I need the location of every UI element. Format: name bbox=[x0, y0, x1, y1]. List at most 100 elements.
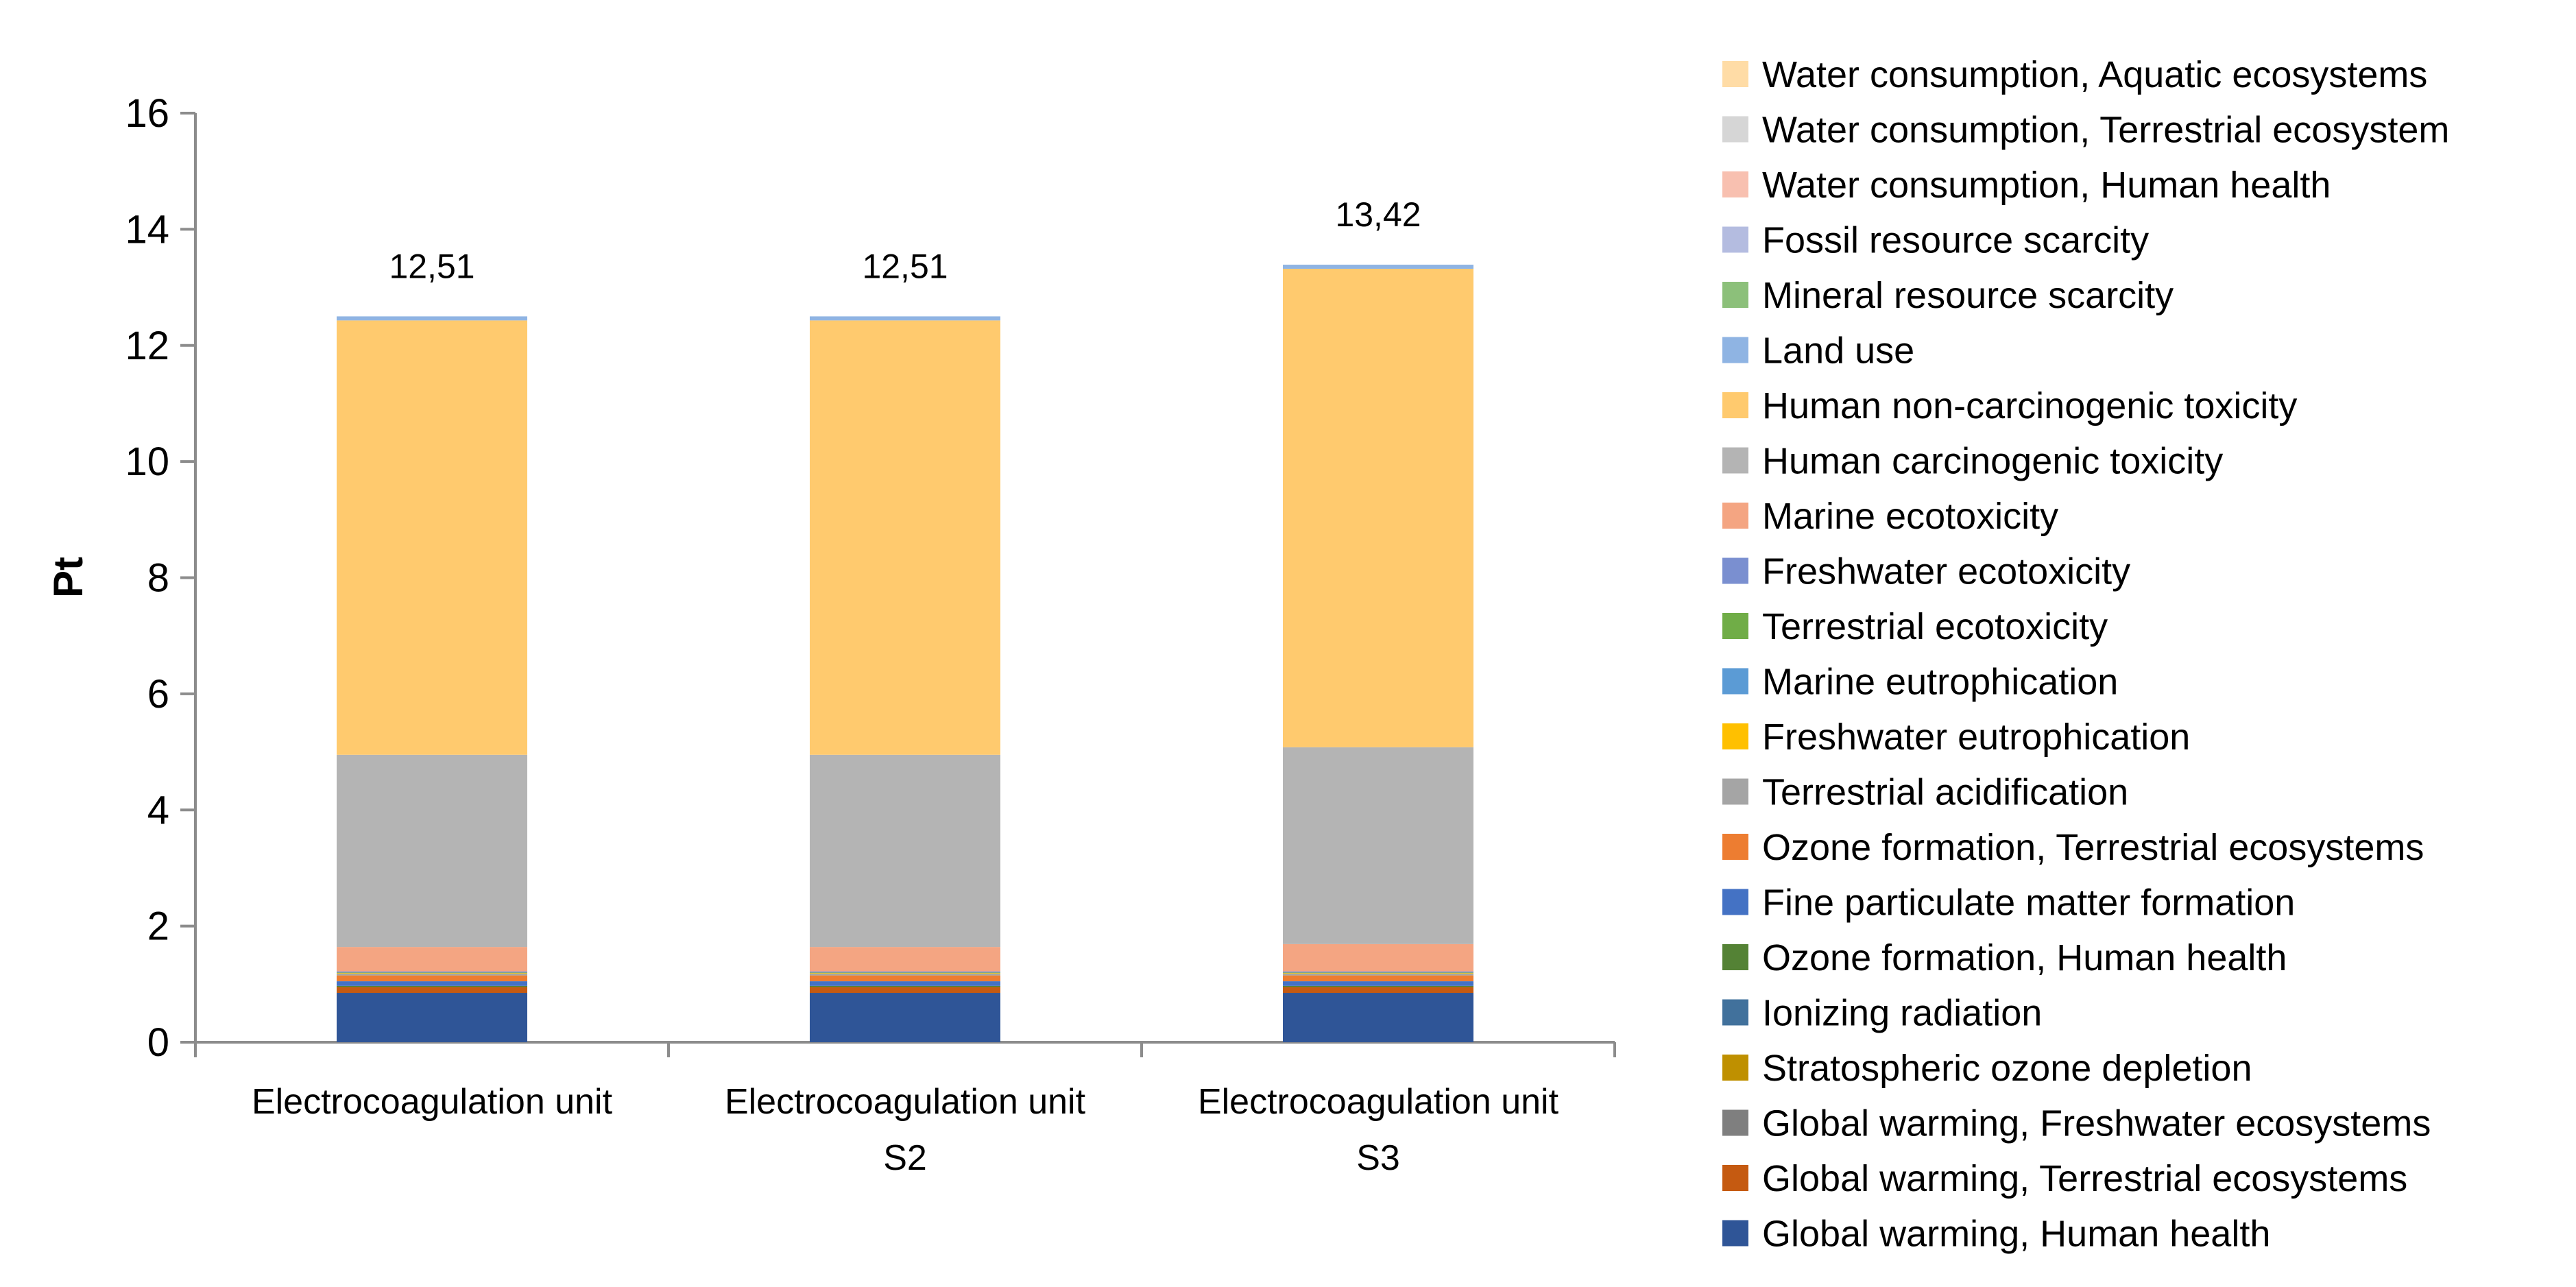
y-tick-label: 8 bbox=[147, 556, 169, 601]
legend-item: Mineral resource scarcity bbox=[1722, 275, 2174, 316]
legend-swatch bbox=[1722, 1165, 1748, 1191]
y-tick-label: 0 bbox=[147, 1020, 169, 1065]
bar-segment bbox=[337, 974, 527, 976]
legend-swatch bbox=[1722, 668, 1748, 695]
legend-swatch bbox=[1722, 61, 1748, 87]
legend-swatch bbox=[1722, 447, 1748, 474]
legend-item: Fossil resource scarcity bbox=[1722, 220, 2149, 261]
legend-swatch bbox=[1722, 1055, 1748, 1081]
y-tick-label: 2 bbox=[147, 904, 169, 949]
bar-segment bbox=[810, 971, 1000, 973]
legend-label: Fine particulate matter formation bbox=[1762, 882, 2295, 924]
bar-segment bbox=[337, 947, 527, 972]
legend-item: Stratospheric ozone depletion bbox=[1722, 1048, 2252, 1089]
y-tick-label: 4 bbox=[147, 788, 169, 832]
legend-swatch bbox=[1722, 834, 1748, 860]
x-category-label: Electrocoagulation unit bbox=[725, 1082, 1086, 1122]
legend-swatch bbox=[1722, 557, 1748, 584]
bar-segment bbox=[1283, 993, 1473, 1042]
legend-swatch bbox=[1722, 337, 1748, 363]
bar-segment bbox=[337, 981, 527, 986]
legend-label: Global warming, Human health bbox=[1762, 1214, 2270, 1255]
bar-segment bbox=[337, 972, 527, 974]
bar-segment bbox=[1283, 971, 1473, 973]
plot-area: 0 2 4 6 8 10 12 14 16 Pt 12,51 Electrocoagulation u… bbox=[45, 91, 1616, 1178]
legend-item: Global warming, Freshwater ecosystems bbox=[1722, 1103, 2431, 1144]
bar-segment bbox=[337, 973, 527, 974]
legend-label: Ozone formation, Human health bbox=[1762, 937, 2287, 978]
legend-label: Water consumption, Aquatic ecosystems bbox=[1762, 54, 2427, 95]
y-tick-label: 6 bbox=[147, 672, 169, 717]
legend-item: Global warming, Human health bbox=[1722, 1214, 2270, 1255]
bar-segment bbox=[1283, 985, 1473, 987]
y-axis-label: Pt bbox=[45, 557, 91, 598]
bar-segment bbox=[1283, 265, 1473, 269]
legend-swatch bbox=[1722, 282, 1748, 308]
legend-item: Marine ecotoxicity bbox=[1722, 496, 2058, 537]
total-label: 12,51 bbox=[862, 247, 948, 285]
bar-segment bbox=[810, 974, 1000, 976]
bar-segment bbox=[1283, 987, 1473, 994]
legend-swatch bbox=[1722, 778, 1748, 805]
legend-label: Fossil resource scarcity bbox=[1762, 220, 2149, 261]
legend-label: Water consumption, Terrestrial ecosystem bbox=[1762, 110, 2449, 151]
legend-swatch bbox=[1722, 999, 1748, 1026]
bar-segment bbox=[337, 320, 527, 755]
legend-label: Marine eutrophication bbox=[1762, 662, 2118, 703]
bar-segment bbox=[810, 981, 1000, 986]
bar-segment bbox=[1283, 943, 1473, 972]
bar-segment bbox=[810, 985, 1000, 987]
legend-item: Marine eutrophication bbox=[1722, 662, 2118, 703]
x-category-label: Electrocoagulation unit bbox=[252, 1082, 613, 1122]
total-label: 12,51 bbox=[389, 247, 474, 285]
y-tick-label: 16 bbox=[125, 91, 169, 136]
legend-item: Fine particulate matter formation bbox=[1722, 882, 2295, 924]
y-tick-label: 10 bbox=[125, 440, 169, 484]
legend-item: Terrestrial ecotoxicity bbox=[1722, 606, 2108, 647]
legend-item: Ozone formation, Terrestrial ecosystems bbox=[1722, 827, 2424, 868]
legend-swatch bbox=[1722, 171, 1748, 197]
bar-segment bbox=[810, 316, 1000, 321]
bar-stack bbox=[810, 316, 1000, 1042]
legend-swatch bbox=[1722, 226, 1748, 253]
x-category-label: Electrocoagulation unit bbox=[1198, 1082, 1559, 1122]
legend-item: Human carcinogenic toxicity bbox=[1722, 441, 2223, 482]
legend-label: Stratospheric ozone depletion bbox=[1762, 1048, 2252, 1089]
legend-item: Freshwater eutrophication bbox=[1722, 717, 2190, 758]
bar-segment bbox=[337, 754, 527, 948]
legend-swatch bbox=[1722, 392, 1748, 418]
total-label: 13,42 bbox=[1335, 195, 1421, 234]
bar-segment bbox=[337, 985, 527, 987]
legend-item: Ozone formation, Human health bbox=[1722, 937, 2287, 978]
bar-segment bbox=[337, 975, 527, 982]
legend-label: Human non-carcinogenic toxicity bbox=[1762, 385, 2297, 426]
bar-segment bbox=[1283, 973, 1473, 974]
legend-label: Ozone formation, Terrestrial ecosystems bbox=[1762, 827, 2424, 868]
legend-label: Mineral resource scarcity bbox=[1762, 275, 2174, 316]
bar-segment bbox=[1283, 975, 1473, 982]
legend-label: Water consumption, Human health bbox=[1762, 165, 2331, 206]
legend-label: Global warming, Freshwater ecosystems bbox=[1762, 1103, 2431, 1144]
legend-item: Water consumption, Human health bbox=[1722, 165, 2331, 206]
bar-segment bbox=[1283, 974, 1473, 976]
legend-item: Global warming, Terrestrial ecosystems bbox=[1722, 1158, 2407, 1199]
legend-label: Freshwater eutrophication bbox=[1762, 717, 2190, 758]
legend-label: Terrestrial ecotoxicity bbox=[1762, 606, 2108, 647]
y-tick-label: 14 bbox=[125, 207, 169, 252]
legend-item: Ionizing radiation bbox=[1722, 993, 2042, 1034]
bar-segment bbox=[337, 987, 527, 994]
bar-segment bbox=[810, 972, 1000, 974]
legend-label: Freshwater ecotoxicity bbox=[1762, 551, 2130, 592]
bar-segment bbox=[337, 993, 527, 1042]
bar-stack bbox=[337, 316, 527, 1042]
legend-swatch bbox=[1722, 723, 1748, 749]
x-category-label: S3 bbox=[1356, 1138, 1400, 1178]
x-category-label: S2 bbox=[883, 1138, 927, 1178]
bar-segment bbox=[337, 316, 527, 321]
y-tick-label: 12 bbox=[125, 324, 169, 368]
bar-segment bbox=[810, 987, 1000, 994]
bar-segment bbox=[810, 320, 1000, 755]
legend-label: Marine ecotoxicity bbox=[1762, 496, 2058, 537]
bar-segment bbox=[1283, 972, 1473, 974]
